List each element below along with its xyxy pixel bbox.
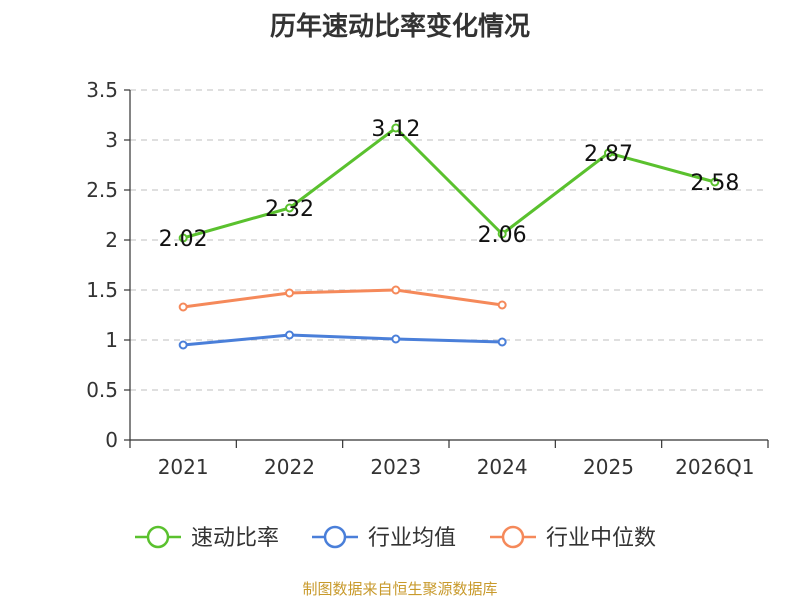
data-label: 2.02 [159,227,208,252]
y-tick-label: 1.5 [86,278,118,302]
data-point [178,340,188,350]
legend-label: 行业均值 [368,526,456,551]
data-point [710,177,720,187]
series-line [182,126,716,240]
legend-marker-icon [323,525,347,549]
legend-label: 速动比率 [191,526,279,551]
series-1 [178,330,507,350]
legend-marker-icon [501,525,525,549]
y-tick-label: 3 [105,128,118,152]
data-point [497,229,507,239]
y-tick-label: 2.5 [86,178,118,202]
x-tick-label: 2024 [477,455,528,479]
data-label: 2.87 [584,142,633,167]
x-tick-label: 2022 [264,455,315,479]
y-tick-label: 0 [105,428,118,452]
data-point [391,285,401,295]
data-point [497,300,507,310]
series-line [182,288,503,309]
gridlines [130,89,768,391]
x-tick-label: 2026Q1 [675,455,754,479]
legend-marker-icon [146,525,170,549]
data-point [497,337,507,347]
series-2 [178,285,507,312]
y-tick-label: 0.5 [86,378,118,402]
data-point [285,203,294,213]
x-tick-label: 2023 [370,455,421,479]
data-label: 2.06 [478,223,527,248]
x-tick-label: 2025 [583,455,634,479]
legend-item: 行业中位数 [490,525,656,551]
data-point [178,302,188,312]
legend-item: 行业均值 [312,525,456,551]
data-point [604,148,613,158]
data-label: 3.12 [371,117,420,142]
data-label: 2.32 [265,197,314,222]
y-tick-label: 3.5 [86,78,118,102]
y-tick-label: 2 [105,228,118,252]
data-point [391,334,401,344]
series-line [183,333,503,347]
data-point [391,123,401,133]
axes: 0 0.5 1 1.5 2 2.5 3 3.5 2021 2022 2023 2024 2025 2026… [86,78,769,479]
chart-title: 历年速动比率变化情况 [269,12,530,42]
data-label: 2.58 [690,171,739,196]
series-0: 2.02 2.32 3.12 2.06 2.87 2.58 [159,117,740,252]
y-tick-label: 1 [105,328,118,352]
data-point [178,233,188,243]
x-tick-label: 2021 [158,455,209,479]
source-note: 制图数据来自恒生聚源数据库 [302,580,498,598]
data-point [285,288,294,298]
series: 2.02 2.32 3.12 2.06 2.87 2.58 [159,117,740,350]
legend-label: 行业中位数 [546,526,656,551]
data-point [285,330,294,340]
legend: 速动比率 行业均值 行业中位数 [135,525,656,551]
legend-item: 速动比率 [135,525,279,551]
